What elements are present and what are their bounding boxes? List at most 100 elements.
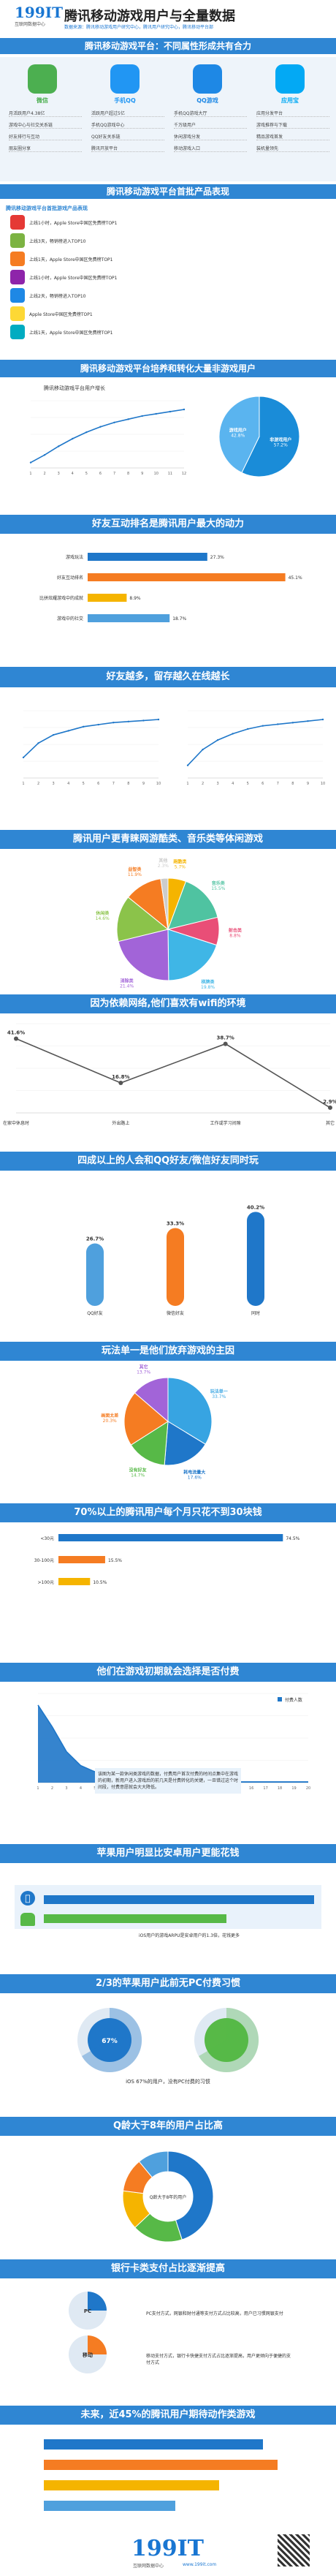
x-tick-label: 4 <box>80 1786 82 1791</box>
banner-first-products: 腾讯移动游戏平台首批产品表现 <box>0 184 336 199</box>
data-point <box>142 719 145 722</box>
app-feature: 游戏中心与社交关系链 <box>9 121 82 129</box>
bar-value: 8.9% <box>129 596 141 601</box>
category-label: 同时 <box>251 1310 260 1316</box>
x-tick-label: 2 <box>51 1786 53 1791</box>
category-label: 微信好友 <box>167 1310 184 1316</box>
x-tick-label: 18 <box>278 1786 282 1791</box>
mobile-payment-note: 移动支付方式，银行卡快捷支付方式占比逐渐提高，用户更倾向于便捷的支付方式 <box>146 2354 291 2365</box>
slice-label: 射击类 <box>228 927 243 933</box>
bar <box>58 1534 283 1541</box>
logo-subtitle: 互联网数据中心 <box>15 22 46 27</box>
qr-code-icon <box>278 2534 310 2566</box>
x-tick-label: 3 <box>58 472 60 476</box>
app-feature: 精品游戏首发 <box>256 133 329 140</box>
slice-label: 游戏用户 <box>229 427 247 433</box>
bar-value: 27.3% <box>210 555 224 560</box>
data-point <box>14 1036 18 1041</box>
header: 199IT 互联网数据中心 腾讯移动游戏用户与全量数据 数据来源：腾讯移动游戏用… <box>0 0 336 34</box>
data-point <box>57 445 60 447</box>
app-name: 微信 <box>37 97 48 104</box>
data-point <box>37 742 39 744</box>
products-subtitle: 腾讯移动游戏平台首批游戏产品表现 <box>6 205 88 211</box>
banner-bank-card: 银行卡类支付占比逐渐提高 <box>0 2259 336 2278</box>
growth-chart-title: 腾讯移动游戏平台用户增长 <box>44 385 105 391</box>
legend-label: 付费人数 <box>284 1698 302 1703</box>
data-point <box>72 437 74 440</box>
data-source: 数据来源：腾讯移动游戏用户研究中心，腾讯用户研究中心，腾讯移动平台部 <box>64 25 214 30</box>
slice-label: 玩法单一 <box>210 1389 228 1394</box>
data-point <box>43 454 46 456</box>
slice-value: 19.8% <box>201 985 215 990</box>
slice-label: 音乐类 <box>212 880 226 886</box>
logo: 199IT 互联网数据中心 <box>15 4 63 29</box>
bar <box>88 614 170 622</box>
android-circle <box>205 2018 248 2062</box>
x-tick-label: 5 <box>93 1786 96 1791</box>
android-icon <box>20 1913 35 1926</box>
payment-note: 该图为某一款休闲类游戏的数据，付费用户首次付费的时间点集中在游戏的初期，新用户进… <box>95 1768 241 1794</box>
series-line <box>15 1038 331 1108</box>
donut-segment <box>138 2150 169 2178</box>
data-point <box>247 728 249 730</box>
x-tick-label: 4 <box>232 782 234 786</box>
pay-share <box>88 2335 107 2354</box>
category-label: <30元 <box>40 1536 54 1541</box>
product-note: 上线3天，畅销榜进入TOP10 <box>29 239 86 244</box>
pie-slice <box>241 396 300 477</box>
motivation-bar-chart: 游戏玩法 27.3% 好友互动排名 45.1% 比拼炫耀游戏中的成就 8.9% 游戏中的社交… <box>39 553 302 622</box>
future-bar-1 <box>44 2439 263 2450</box>
data-point <box>85 431 88 434</box>
data-point <box>223 1041 228 1046</box>
slice-value: 11.9% <box>128 872 142 877</box>
x-tick-label: 4 <box>67 782 69 786</box>
pie-slice <box>164 1421 206 1466</box>
slice-label: 其他 <box>159 858 167 864</box>
x-tick-label: 10 <box>321 782 325 786</box>
banner-q-age: Q龄大于8年的用户占比高 <box>0 2117 336 2136</box>
game-icon <box>10 270 25 284</box>
slice-label: 益智类 <box>128 866 142 872</box>
area-fill <box>38 1704 308 1783</box>
pie-slice <box>218 396 260 474</box>
pay-label: PC <box>84 2308 91 2314</box>
slice-value: 57.2% <box>274 443 288 448</box>
data-point <box>97 723 99 726</box>
game-icon <box>10 252 25 266</box>
app-feature: 游戏推荐与下载 <box>256 121 329 129</box>
x-tick-label: 10 <box>154 472 159 476</box>
ios-arpu-bar <box>44 1895 314 1904</box>
bar <box>86 1243 104 1306</box>
game-icon <box>10 233 25 248</box>
app-feature: 好友排行与互动 <box>9 133 82 140</box>
slice-value: 8.8% <box>229 933 241 938</box>
pie-slice <box>167 929 218 981</box>
bar <box>88 573 286 581</box>
app-feature: 朋友圈分享 <box>9 145 82 152</box>
bar-value: 33.3% <box>167 1220 184 1226</box>
app-feature: 装机量领先 <box>256 145 329 152</box>
online-line-chart: 1 2 3 4 5 6 7 8 9 10 <box>186 710 325 786</box>
scene-line-chart: 在家中休息时 41.6% 外出路上 16.8% 工作或学习间隙 38.7% 其它 2.9% <box>3 1023 336 1126</box>
slice-label: 消除类 <box>121 978 134 984</box>
category-label: >100元 <box>38 1580 54 1585</box>
pie-slice <box>130 1421 169 1466</box>
pc-payment-note: PC支付方式，网银和财付通等支付方式占比较高，用户已习惯网银支付 <box>146 2311 283 2316</box>
bar <box>58 1578 91 1585</box>
slice-value: 42.8% <box>231 433 245 438</box>
product-note: 上线1小时，Apple Store中国区免费榜TOP1 <box>29 276 118 281</box>
future-section: 199IT 互联网数据中心 www.199it.com <box>0 2428 336 2574</box>
app-logo-icon <box>28 64 57 94</box>
slice-value: 14.7% <box>131 1473 145 1478</box>
banner-early-payment: 他们在游戏初期就会选择是否付费 <box>0 1663 336 1682</box>
pct-label: 67% <box>102 2038 118 2045</box>
data-point <box>307 719 309 722</box>
data-point <box>321 718 324 721</box>
pie-slice <box>134 1377 169 1423</box>
banner-retention: 好友越多，留存越久在线越长 <box>0 667 336 687</box>
app-feature: 休闲游戏分发 <box>174 133 247 140</box>
x-tick-label: 20 <box>306 1786 310 1791</box>
x-tick-label: 19 <box>291 1786 296 1791</box>
ios-android-section:  iOS用户的游戏ARPU是安卓用户的1.3倍，花钱更多 <box>0 1866 336 1961</box>
